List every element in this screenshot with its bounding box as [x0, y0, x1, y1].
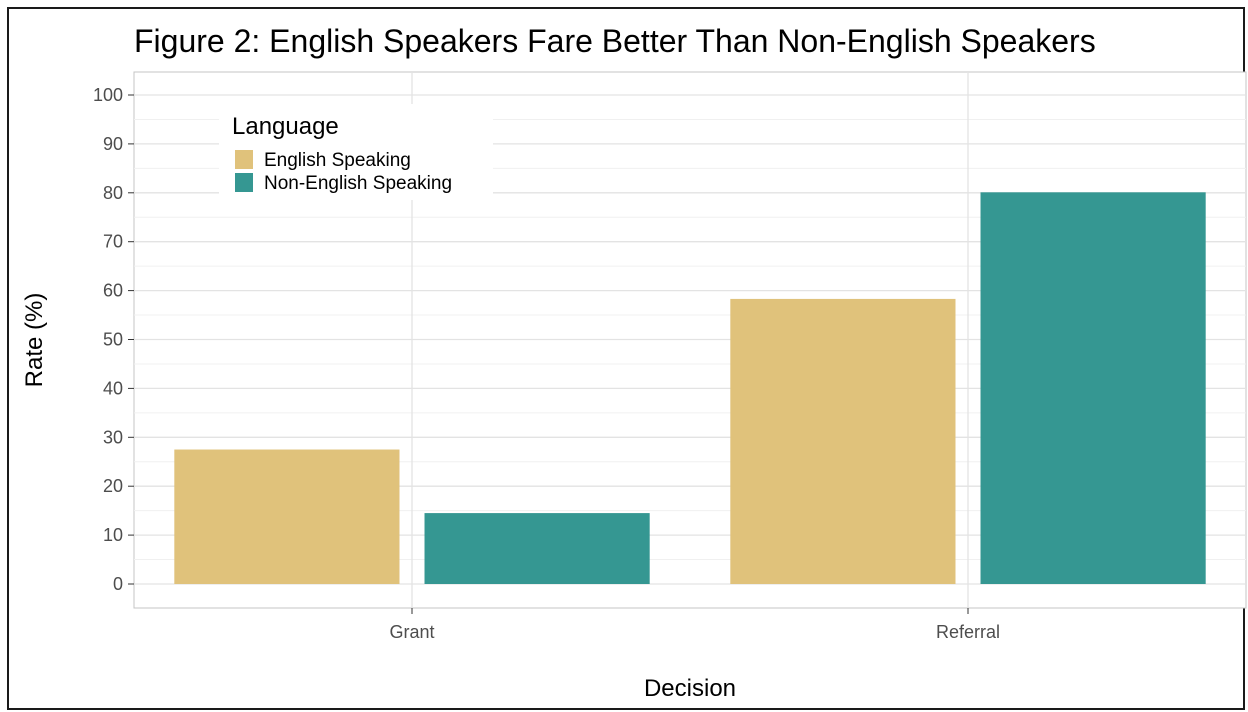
- bars: [174, 192, 1206, 584]
- legend-label: English Speaking: [264, 150, 411, 171]
- bar-non-english-speaking-referral: [980, 192, 1206, 584]
- y-tick-label: 30: [103, 427, 123, 447]
- y-tick-label: 0: [113, 574, 123, 594]
- bar-english-speaking-referral: [730, 298, 956, 584]
- y-tick-label: 80: [103, 183, 123, 203]
- y-tick-label: 10: [103, 525, 123, 545]
- y-tick-label: 50: [103, 330, 123, 350]
- bar-non-english-speaking-grant: [424, 513, 650, 584]
- legend-title: Language: [232, 113, 339, 140]
- y-tick-labels: 0 10 20 30 40 50 60 70 80 90 100: [93, 85, 134, 594]
- y-tick-label: 20: [103, 476, 123, 496]
- chart-title: Figure 2: English Speakers Fare Better T…: [134, 23, 1096, 59]
- y-tick-label: 100: [93, 85, 123, 105]
- legend-background: [219, 104, 493, 200]
- x-axis-title: Decision: [644, 675, 736, 702]
- x-tick-label: Grant: [389, 622, 434, 642]
- x-tick-labels: Grant Referral: [389, 608, 1000, 642]
- x-tick-label: Referral: [936, 622, 1000, 642]
- y-tick-label: 40: [103, 378, 123, 398]
- legend-swatch: [235, 150, 253, 169]
- legend-swatch: [235, 173, 253, 192]
- y-tick-label: 60: [103, 281, 123, 301]
- y-tick-label: 90: [103, 134, 123, 154]
- legend-label: Non-English Speaking: [264, 173, 452, 194]
- y-axis-title: Rate (%): [21, 293, 48, 388]
- y-tick-label: 70: [103, 232, 123, 252]
- bar-english-speaking-grant: [174, 449, 400, 584]
